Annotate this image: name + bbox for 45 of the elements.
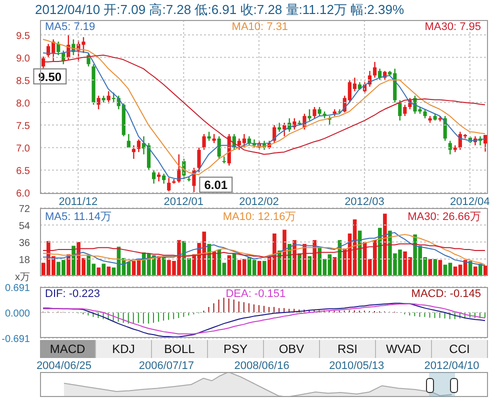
text: MA10: 12.16万 bbox=[222, 210, 296, 224]
series-label: MA5: 7.19 bbox=[45, 21, 96, 33]
x-tick-label: 2012/03 bbox=[344, 196, 384, 208]
chart-title: 2012/04/10 开:7.09 高:7.28 低:6.91 收:7.28 量:11.12万 幅:2.39% bbox=[35, 1, 404, 19]
text: MACD bbox=[40, 340, 96, 358]
y-tick-label: 7.5 bbox=[16, 121, 30, 132]
y-tick-label: 0.000 bbox=[4, 308, 30, 320]
text: OBV bbox=[264, 340, 320, 358]
series-label: MACD: -0.145 bbox=[411, 288, 481, 300]
annotation: 6.01 bbox=[204, 178, 228, 192]
x-tick-label: 2012/01 bbox=[164, 196, 204, 208]
x-tick-label: 2011/12 bbox=[58, 196, 98, 208]
text: CCI bbox=[432, 340, 488, 358]
x-tick-label: 2004/06/25 bbox=[36, 360, 92, 372]
text: BOLL bbox=[152, 340, 208, 358]
y-tick-label: 6.5 bbox=[16, 166, 30, 178]
y-tick-label: 8.0 bbox=[16, 98, 30, 110]
y-tick-label: x万 bbox=[15, 272, 30, 283]
text: RSI bbox=[320, 340, 376, 358]
text: PSY bbox=[208, 340, 264, 358]
y-tick-label: 8.5 bbox=[16, 76, 30, 87]
x-tick-label: 2012/02 bbox=[239, 196, 279, 208]
series-label: DEA: -0.151 bbox=[226, 288, 286, 300]
x-tick-label: 2012/04 bbox=[450, 196, 490, 208]
series-label: DIF: -0.223 bbox=[45, 288, 100, 300]
y-tick-label: 0.691 bbox=[4, 283, 30, 294]
y-tick-label: 9.5 bbox=[16, 30, 30, 42]
y-tick-label: -0.691 bbox=[2, 334, 30, 345]
text: WVAD bbox=[376, 340, 432, 358]
text: MA30: 7.95 bbox=[424, 21, 481, 33]
y-tick-label: 36 bbox=[18, 238, 30, 249]
y-tick-label: 6.0 bbox=[16, 188, 30, 200]
x-tick-label: 2012/04/10 bbox=[424, 360, 480, 372]
y-tick-label: 54 bbox=[18, 221, 30, 232]
x-tick-label: 2010/05/13 bbox=[329, 360, 384, 372]
text: MA5: 11.14万 bbox=[45, 210, 112, 224]
y-tick-label: 18 bbox=[18, 255, 30, 266]
text: MA10: 7.31 bbox=[232, 21, 288, 33]
y-tick-label: 72 bbox=[18, 204, 30, 215]
series-label: MA30: 26.66万 bbox=[408, 210, 481, 224]
text: KDJ bbox=[96, 340, 152, 358]
x-tick-label: 2006/07/17 bbox=[138, 360, 194, 372]
x-tick-label: 2008/06/16 bbox=[234, 360, 290, 372]
y-tick-label: 9.0 bbox=[16, 53, 30, 64]
y-tick-label: 7.0 bbox=[16, 144, 30, 155]
